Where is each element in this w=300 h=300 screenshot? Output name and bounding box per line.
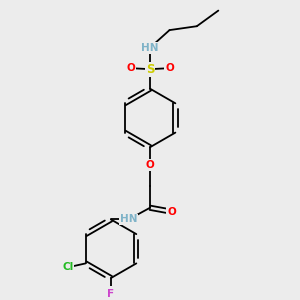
Text: O: O bbox=[165, 63, 174, 73]
Text: O: O bbox=[126, 63, 135, 73]
Text: F: F bbox=[107, 289, 115, 299]
Text: HN: HN bbox=[120, 214, 137, 224]
Text: HN: HN bbox=[141, 43, 159, 53]
Text: S: S bbox=[146, 63, 154, 76]
Text: Cl: Cl bbox=[62, 262, 74, 272]
Text: O: O bbox=[146, 160, 154, 170]
Text: O: O bbox=[167, 207, 176, 217]
